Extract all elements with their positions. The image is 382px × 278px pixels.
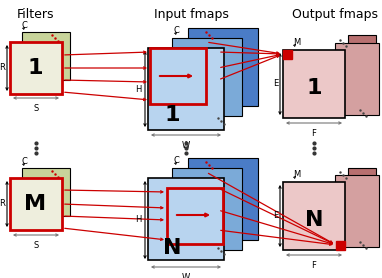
Text: W: W: [182, 141, 190, 150]
Text: M: M: [24, 194, 46, 214]
Text: F: F: [312, 129, 316, 138]
Bar: [188, 158, 258, 240]
Text: C: C: [174, 26, 180, 35]
Text: N: N: [305, 210, 323, 230]
Text: N: N: [163, 238, 181, 258]
Text: F: F: [312, 261, 316, 270]
Text: Output fmaps: Output fmaps: [292, 8, 378, 21]
Bar: [148, 178, 224, 260]
Text: Input fmaps: Input fmaps: [154, 8, 228, 21]
Text: M: M: [293, 38, 300, 47]
Bar: [10, 178, 62, 230]
Bar: [148, 48, 224, 130]
Bar: [22, 32, 70, 80]
Bar: [10, 42, 62, 94]
Bar: [167, 188, 223, 244]
Bar: [172, 168, 242, 250]
Text: E: E: [273, 212, 278, 220]
Text: 1: 1: [164, 105, 180, 125]
Bar: [335, 175, 379, 247]
Bar: [283, 50, 292, 59]
Text: S: S: [33, 104, 39, 113]
Text: H: H: [136, 215, 142, 225]
Bar: [289, 56, 339, 112]
Text: C: C: [22, 21, 28, 30]
Bar: [22, 168, 70, 216]
Bar: [336, 241, 345, 250]
Text: W: W: [182, 273, 190, 278]
Bar: [155, 53, 201, 99]
Text: 1: 1: [27, 58, 43, 78]
Bar: [188, 28, 258, 106]
Text: C: C: [22, 157, 28, 166]
Text: R: R: [0, 200, 5, 208]
Text: 1: 1: [306, 78, 322, 98]
Bar: [150, 48, 206, 104]
Bar: [172, 38, 242, 116]
Bar: [335, 43, 379, 115]
Text: E: E: [273, 80, 278, 88]
Text: H: H: [136, 85, 142, 93]
Text: R: R: [0, 63, 5, 73]
Bar: [283, 50, 345, 118]
Text: M: M: [293, 170, 300, 179]
Bar: [348, 35, 376, 107]
Text: S: S: [33, 241, 39, 250]
Bar: [172, 193, 218, 239]
Bar: [348, 168, 376, 240]
Text: C: C: [174, 156, 180, 165]
Bar: [289, 188, 339, 244]
Text: Filters: Filters: [17, 8, 55, 21]
Bar: [283, 182, 345, 250]
